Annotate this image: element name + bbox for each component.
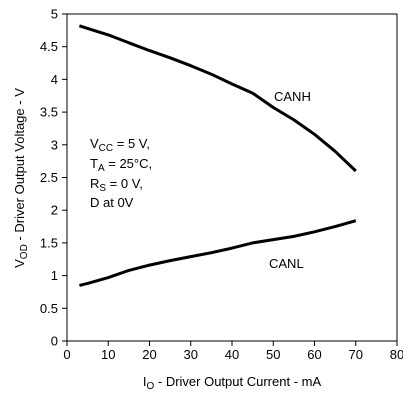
condition-vcc-main: V (90, 136, 99, 151)
x-tick-label: 0 (63, 347, 70, 362)
condition-rs-main: R (90, 176, 99, 191)
y-tick-label: 2.5 (40, 170, 58, 185)
x-tick-label: 10 (101, 347, 115, 362)
condition-vcc-rest: = 5 V, (113, 136, 150, 151)
y-tick-label: 1.5 (40, 235, 58, 250)
y-tick-label: 4.5 (40, 39, 58, 54)
condition-ta-rest: = 25°C, (105, 156, 152, 171)
x-tick-label: 60 (307, 347, 321, 362)
condition-vcc: VCC = 5 V, (90, 136, 150, 154)
x-tick-label: 50 (266, 347, 280, 362)
condition-ta-main: T (90, 156, 98, 171)
condition-rs-sub: S (99, 183, 106, 194)
condition-d-main: D at 0V (90, 195, 134, 210)
y-tick-label: 2 (51, 203, 58, 218)
condition-ta: TA = 25°C, (90, 156, 152, 174)
x-axis-title-rest: - Driver Output Current - mA (154, 374, 321, 389)
y-axis-title-sub: OD (19, 244, 30, 259)
y-axis-title-main: V (12, 259, 27, 268)
condition-rs: RS = 0 V, (90, 176, 143, 194)
y-axis-title-rest: - Driver Output Voltage - V (12, 88, 27, 244)
x-axis-title: IO - Driver Output Current - mA (143, 374, 322, 392)
canh-label: CANH (274, 89, 311, 104)
y-axis-ticks: 0 0.5 1 1.5 2 2.5 3 3.5 4 4.5 5 (40, 7, 67, 349)
series-layer (78, 24, 357, 287)
conditions-box: VCC = 5 V, TA = 25°C, RS = 0 V, D at 0V (84, 128, 180, 212)
y-tick-label: 5 (51, 7, 58, 22)
y-tick-label: 0.5 (40, 301, 58, 316)
y-tick-label: 4 (51, 72, 58, 87)
y-axis-title: VOD - Driver Output Voltage - V (12, 88, 30, 268)
y-tick-label: 3 (51, 137, 58, 152)
series-line-canh (78, 24, 357, 173)
x-axis-title-main: I (143, 374, 147, 389)
condition-rs-rest: = 0 V, (106, 176, 143, 191)
series-line-canl (79, 219, 357, 287)
x-axis-ticks: 0 10 20 30 40 50 60 70 80 (63, 341, 403, 362)
x-tick-label: 40 (225, 347, 239, 362)
y-tick-label: 0 (51, 334, 58, 349)
x-tick-label: 80 (390, 347, 403, 362)
y-tick-label: 3.5 (40, 105, 58, 120)
x-tick-label: 70 (349, 347, 363, 362)
x-tick-label: 30 (184, 347, 198, 362)
x-axis-title-sub: O (146, 381, 154, 392)
condition-d: D at 0V (90, 195, 134, 210)
condition-ta-sub: A (98, 163, 105, 174)
y-tick-label: 1 (51, 268, 58, 283)
canl-label: CANL (269, 256, 304, 271)
x-tick-label: 20 (142, 347, 156, 362)
condition-vcc-sub: CC (99, 143, 113, 154)
conditions-box-bg (84, 128, 180, 212)
